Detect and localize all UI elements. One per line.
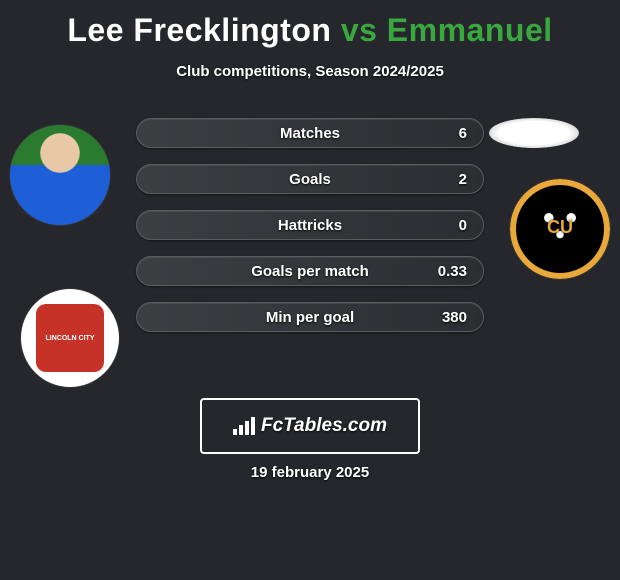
stat-value: 0.33 [438,257,467,287]
player1-avatar [9,124,111,226]
cambridge-united-badge-icon: CU [510,179,610,279]
stat-value: 0 [459,211,467,241]
stat-label: Goals [137,165,483,195]
player2-club-badge: CU [509,178,611,280]
brand-text: FcTables.com [261,415,387,437]
ellipse-decoration [489,118,579,148]
snapshot-date: 19 february 2025 [0,464,620,481]
stat-label: Goals per match [137,257,483,287]
title-vs: vs [341,12,378,48]
stat-label: Matches [137,119,483,149]
stat-pill-column: Matches 6 Goals 2 Hattricks 0 Goals per … [136,118,484,348]
stat-value: 380 [442,303,467,333]
stat-row-goals-per-match: Goals per match 0.33 [136,256,484,286]
player1-club-badge: LINCOLN CITY [20,288,120,388]
lincoln-city-badge-icon: LINCOLN CITY [21,289,119,387]
brand-box: FcTables.com [200,398,420,454]
comparison-panel: LINCOLN CITY CU Matches 6 Goals 2 Hattri… [0,108,620,368]
stat-value: 2 [459,165,467,195]
bar-chart-icon [233,417,255,435]
stat-row-min-per-goal: Min per goal 380 [136,302,484,332]
stat-row-goals: Goals 2 [136,164,484,194]
stat-row-hattricks: Hattricks 0 [136,210,484,240]
player1-face-placeholder [10,125,110,225]
stat-row-matches: Matches 6 [136,118,484,148]
subtitle: Club competitions, Season 2024/2025 [0,63,620,80]
stat-value: 6 [459,119,467,149]
page-title: Lee Frecklington vs Emmanuel [0,0,620,49]
stat-label: Min per goal [137,303,483,333]
title-player2: Emmanuel [387,12,553,48]
title-player1: Lee Frecklington [67,12,331,48]
stat-label: Hattricks [137,211,483,241]
